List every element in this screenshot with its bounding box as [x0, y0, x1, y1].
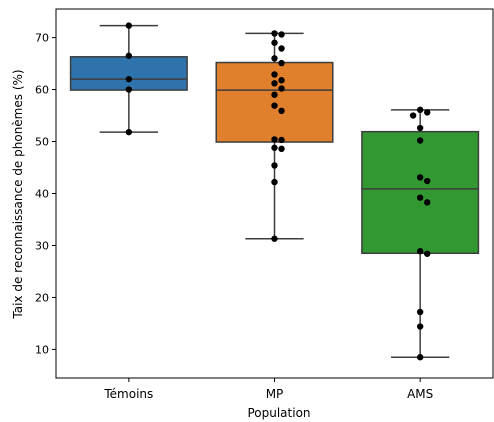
data-point — [271, 80, 278, 87]
data-point — [278, 31, 285, 38]
y-tick-label: 30 — [35, 239, 49, 252]
y-tick-label: 60 — [35, 84, 49, 97]
x-axis-ticks: Témoins MP AMS — [103, 378, 433, 401]
data-point — [278, 45, 285, 52]
data-point — [416, 354, 424, 361]
data-point — [278, 77, 285, 84]
data-point — [125, 52, 133, 59]
data-point — [271, 178, 278, 186]
data-point — [271, 91, 278, 98]
data-point — [424, 177, 431, 185]
data-point — [271, 39, 278, 46]
y-axis-label: Taix de reconnaissance de phonèmes (%) — [11, 69, 25, 319]
data-point — [271, 55, 278, 62]
y-tick-label: 70 — [35, 32, 49, 45]
data-point — [271, 102, 278, 109]
x-axis-label: Population — [247, 406, 310, 420]
box-mp — [215, 32, 334, 240]
x-tick-label: MP — [266, 387, 284, 401]
data-point — [416, 194, 424, 201]
data-point — [278, 85, 285, 92]
data-point — [271, 235, 278, 242]
boxes-layer — [69, 24, 480, 358]
data-point — [125, 22, 133, 29]
data-point — [409, 112, 417, 119]
box-ams — [361, 109, 480, 358]
data-point — [271, 30, 278, 37]
data-point — [278, 136, 285, 144]
data-point — [416, 247, 424, 255]
box-témoins — [69, 24, 188, 133]
y-tick-label: 40 — [35, 188, 49, 201]
data-point — [271, 136, 278, 143]
y-tick-label: 50 — [35, 136, 49, 149]
points-layer — [125, 22, 431, 361]
y-axis-ticks: 10 20 30 40 50 60 70 — [35, 32, 56, 356]
data-point — [424, 250, 431, 257]
data-point — [125, 75, 133, 83]
data-point — [278, 59, 285, 67]
data-point — [416, 174, 424, 181]
y-tick-label: 10 — [35, 343, 49, 356]
data-point — [424, 109, 431, 116]
y-tick-label: 20 — [35, 291, 49, 304]
data-point — [278, 107, 285, 115]
box-iqr — [361, 130, 480, 255]
data-point — [271, 162, 278, 169]
data-point — [278, 145, 285, 153]
data-point — [424, 199, 431, 206]
x-tick-label: Témoins — [103, 387, 153, 401]
data-point — [416, 124, 424, 132]
data-point — [416, 308, 424, 316]
data-point — [125, 86, 133, 93]
data-point — [416, 323, 424, 330]
data-point — [416, 137, 424, 144]
data-point — [271, 144, 278, 151]
x-tick-label: AMS — [407, 387, 433, 401]
data-point — [125, 128, 133, 136]
data-point — [416, 106, 424, 114]
box-iqr — [69, 56, 188, 91]
data-point — [271, 71, 278, 78]
